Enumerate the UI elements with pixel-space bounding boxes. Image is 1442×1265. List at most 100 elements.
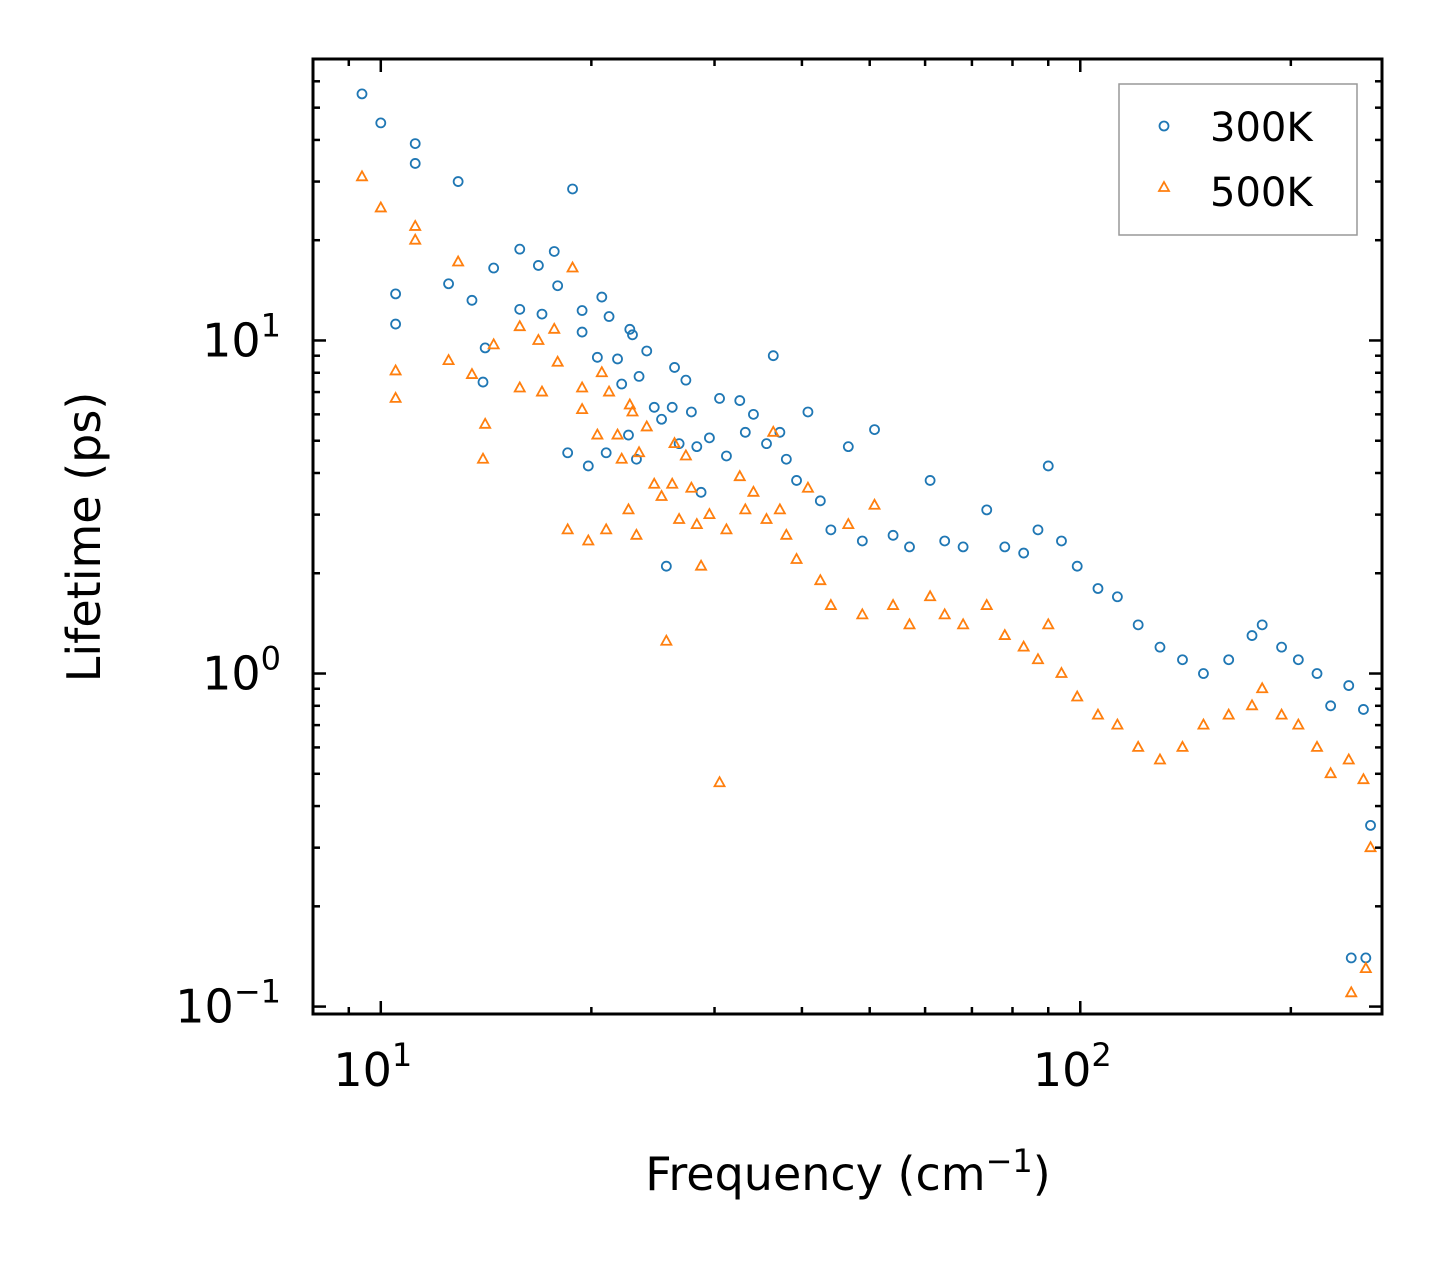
point-300K: [576, 305, 588, 316]
point-500K: [1291, 717, 1305, 730]
point-300K: [981, 504, 993, 516]
point-300K: [562, 447, 574, 459]
point-500K: [575, 402, 589, 415]
point-500K: [867, 497, 882, 510]
point-500K: [1091, 707, 1105, 720]
point-300K: [734, 395, 746, 406]
point-300K: [514, 303, 526, 315]
point-300K: [536, 308, 548, 320]
point-300K: [685, 406, 697, 418]
point-500K: [513, 380, 527, 393]
point-300K: [488, 262, 500, 274]
point-500K: [632, 445, 646, 458]
point-500K: [389, 391, 403, 403]
point-500K: [535, 384, 549, 397]
point-300K: [548, 246, 560, 257]
point-300K: [1276, 641, 1287, 653]
point-500K: [1245, 698, 1259, 711]
point-300K: [1132, 619, 1144, 631]
point-500K: [625, 404, 640, 417]
point-500K: [599, 522, 613, 535]
point-300K: [1223, 654, 1235, 666]
point-500K: [623, 397, 637, 410]
point-500K: [766, 424, 780, 437]
point-500K: [1041, 617, 1055, 630]
point-300K: [1111, 591, 1123, 603]
point-300K: [1198, 668, 1209, 679]
point-500K: [487, 337, 501, 350]
point-500K: [855, 607, 869, 620]
point-300K: [452, 176, 464, 187]
point-300K: [1358, 704, 1369, 715]
point-500K: [1324, 766, 1338, 779]
point-300K: [802, 406, 814, 418]
point-300K: [825, 524, 837, 536]
y-tick-label: 101: [202, 306, 281, 367]
point-300K: [1177, 654, 1188, 666]
point-500K: [451, 254, 465, 267]
legend-frame: [1118, 83, 1358, 236]
point-500K: [647, 476, 661, 489]
point-300K: [999, 541, 1011, 553]
point-300K: [814, 495, 826, 507]
point-300K: [582, 460, 594, 472]
point-300K: [780, 453, 792, 465]
point-500K: [1196, 717, 1210, 730]
point-300K: [390, 288, 402, 300]
point-300K: [477, 376, 489, 388]
point-300K: [409, 158, 421, 169]
point-300K: [596, 291, 608, 303]
point-300K: [939, 535, 951, 547]
point-500K: [690, 517, 704, 529]
point-500K: [1344, 985, 1358, 998]
point-500K: [1310, 740, 1324, 752]
point-300K: [669, 362, 680, 373]
y-tick-label: 10−1: [175, 973, 281, 1034]
point-500K: [581, 533, 595, 546]
point-500K: [1110, 717, 1124, 730]
point-500K: [655, 489, 669, 501]
point-300K: [633, 371, 645, 382]
point-300K: [466, 294, 478, 306]
point-300K: [390, 318, 402, 330]
point-300K: [532, 260, 544, 271]
point-500K: [956, 617, 970, 630]
point-300K: [623, 429, 634, 441]
y-axis-label: Lifetime (ps): [57, 392, 111, 683]
point-300K: [856, 535, 868, 547]
point-500K: [980, 598, 994, 610]
point-500K: [629, 527, 643, 540]
point-300K: [957, 541, 969, 553]
point-500K: [547, 321, 561, 334]
point-500K: [668, 436, 682, 449]
point-300K: [576, 326, 588, 338]
point-500K: [1222, 707, 1236, 720]
point-500K: [476, 451, 490, 464]
point-500K: [640, 419, 654, 432]
legend-marker-500K: [1157, 180, 1171, 192]
point-300K: [1325, 700, 1337, 712]
point-500K: [615, 451, 629, 464]
legend-label-500K: 500K: [1210, 170, 1314, 216]
point-500K: [998, 628, 1012, 640]
point-500K: [1255, 681, 1269, 694]
point-300K: [641, 345, 653, 357]
legend-label-300K: 300K: [1210, 105, 1314, 151]
point-500K: [746, 484, 760, 497]
point-300K: [631, 453, 642, 465]
point-500K: [621, 502, 636, 515]
point-500K: [713, 775, 727, 788]
point-300K: [603, 311, 615, 322]
point-300K: [660, 560, 672, 572]
legend: 300K 500K: [1118, 83, 1358, 236]
x-axis-label: Frequency (cm−1): [645, 1142, 1050, 1201]
point-500K: [824, 598, 838, 610]
point-500K: [1017, 639, 1031, 652]
point-300K: [624, 323, 636, 335]
point-500K: [1275, 707, 1289, 720]
point-500K: [566, 260, 580, 273]
point-300K: [648, 401, 660, 413]
point-500K: [575, 380, 589, 393]
point-500K: [1356, 772, 1370, 785]
